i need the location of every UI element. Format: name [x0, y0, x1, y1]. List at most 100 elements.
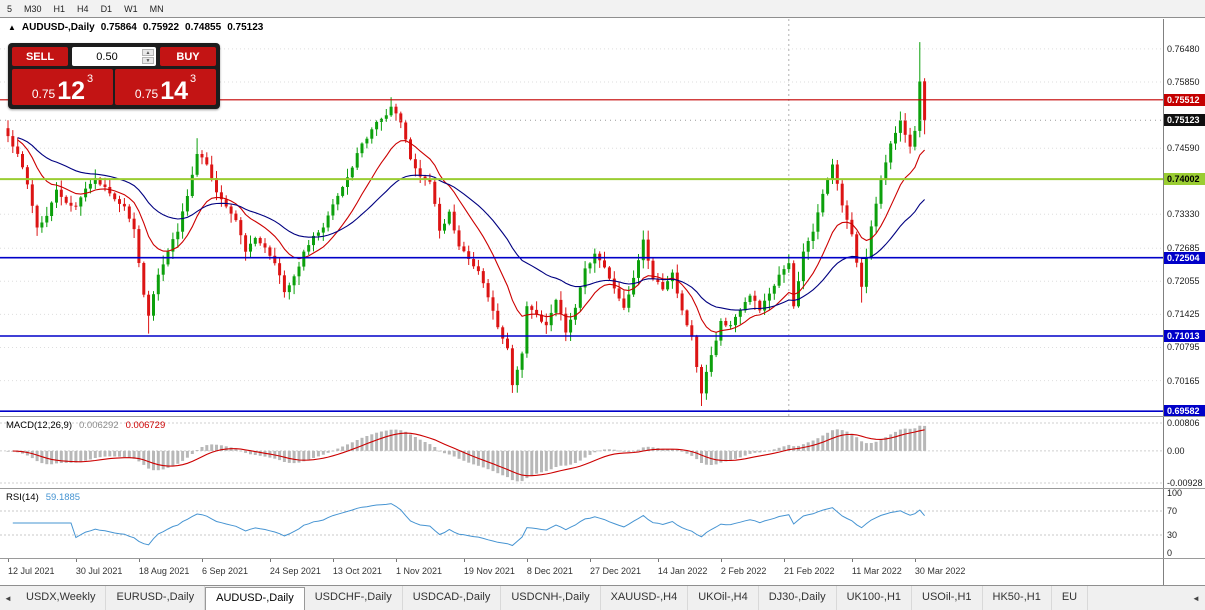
- date-axis-label: 11 Mar 2022: [851, 566, 902, 576]
- date-tick: [332, 559, 334, 562]
- date-tick: [590, 559, 591, 562]
- sell-price-point: 3: [87, 73, 94, 85]
- tab-uk100-h1[interactable]: UK100-,H1: [837, 586, 913, 610]
- macd-axis-label: 0.00: [1167, 445, 1185, 456]
- date-axis-label: 12 Jul 2021: [8, 566, 55, 576]
- price-chart[interactable]: [0, 19, 1163, 416]
- volume-spinner: ▲ ▼: [142, 49, 154, 64]
- sell-price-box[interactable]: 0.75 12 3: [12, 69, 113, 105]
- tab-usdchf-daily[interactable]: USDCHF-,Daily: [305, 586, 403, 610]
- rsi-label-row: RSI(14) 59.1885: [6, 492, 80, 503]
- chart-symbol-label: AUDUSD-,Daily: [21, 22, 95, 33]
- tabs-scroll-right-icon[interactable]: ◄: [1187, 587, 1205, 610]
- tab-usdcad-daily[interactable]: USDCAD-,Daily: [403, 586, 502, 610]
- date-tick: [269, 559, 271, 562]
- one-click-trading-panel: SELL ▲ ▼ BUY 0.75 12 3 0.75 14 3: [8, 43, 220, 109]
- buy-price-pips: 14: [160, 77, 189, 105]
- tab-xauusd-h4[interactable]: XAUUSD-,H4: [601, 586, 689, 610]
- price-axis-label: 0.70165: [1167, 375, 1200, 386]
- macd-name-label: MACD(12,26,9): [6, 420, 72, 431]
- volume-field: ▲ ▼: [72, 47, 156, 66]
- tab-dj30-daily[interactable]: DJ30-,Daily: [759, 586, 837, 610]
- sell-button[interactable]: SELL: [12, 47, 68, 66]
- volume-up-icon[interactable]: ▲: [142, 49, 154, 56]
- rsi-axis-label: 100: [1167, 488, 1183, 498]
- price-axis-label: 0.74590: [1167, 143, 1200, 154]
- one-click-panel-toggle-icon[interactable]: ▲: [8, 23, 16, 32]
- date-axis-label: 1 Nov 2021: [396, 566, 443, 576]
- lime-line-tag: 0.74002: [1164, 173, 1205, 186]
- date-tick: [463, 559, 465, 562]
- ohlc-high: 0.75922: [142, 22, 180, 33]
- timeframe-button-w1[interactable]: W1: [124, 3, 138, 14]
- rsi-value: 59.1885: [45, 492, 81, 503]
- tab-audusd-daily[interactable]: AUDUSD-,Daily: [205, 587, 305, 610]
- timeframe-button-m30[interactable]: M30: [24, 3, 42, 14]
- macd-label-row: MACD(12,26,9) 0.006292 0.006729: [6, 420, 165, 431]
- tab-usdx-weekly[interactable]: USDX,Weekly: [16, 586, 107, 610]
- date-tick: [396, 559, 397, 562]
- date-axis-label: 30 Mar 2022: [914, 566, 966, 576]
- date-tick: [784, 559, 785, 562]
- resistance-line-tag: 0.75512: [1164, 93, 1205, 106]
- date-axis-label: 21 Feb 2022: [784, 566, 835, 576]
- date-axis[interactable]: 12 Jul 2021 30 Jul 2021 18 Aug 2021 6 Sep 2…: [0, 559, 1163, 585]
- pane-separator-rsi[interactable]: [0, 488, 1205, 489]
- tab-usoil-h1[interactable]: USOil-,H1: [912, 586, 983, 610]
- buy-button[interactable]: BUY: [160, 47, 216, 66]
- macd-main-value: 0.006292: [79, 420, 119, 431]
- date-tick: [202, 559, 203, 562]
- sell-price-base: 0.75: [31, 87, 56, 101]
- rsi-indicator-pane[interactable]: [0, 489, 1163, 558]
- timeframe-button-d1[interactable]: D1: [100, 3, 113, 14]
- price-axis-label: 0.75850: [1167, 77, 1200, 88]
- macd-indicator-pane[interactable]: [0, 417, 1163, 488]
- price-axis-label: 0.72055: [1167, 276, 1200, 287]
- rsi-axis-label: 70: [1167, 506, 1178, 516]
- volume-input[interactable]: [72, 50, 156, 63]
- tab-ukoil-h4[interactable]: UKOil-,H4: [688, 586, 759, 610]
- price-axis[interactable]: [1163, 19, 1205, 585]
- rsi-name-label: RSI(14): [6, 492, 39, 503]
- tab-eurusd-daily[interactable]: EURUSD-,Daily: [106, 586, 206, 610]
- date-tick: [720, 559, 722, 562]
- date-tick: [75, 559, 77, 562]
- ohlc-low: 0.74855: [185, 22, 222, 33]
- price-axis-label: 0.70795: [1167, 342, 1200, 353]
- timeframe-button-mn[interactable]: MN: [149, 3, 164, 14]
- date-axis-label: 30 Jul 2021: [75, 566, 123, 576]
- buy-price-box[interactable]: 0.75 14 3: [115, 69, 216, 105]
- chart-title: ▲ AUDUSD-,Daily 0.75864 0.75922 0.74855 …: [8, 22, 263, 33]
- tab-eu[interactable]: EU: [1052, 586, 1089, 610]
- price-axis-label: 0.76480: [1167, 43, 1200, 54]
- date-axis-label: 8 Dec 2021: [526, 566, 573, 576]
- timeframe-button-h4[interactable]: H4: [77, 3, 89, 14]
- buy-price-point: 3: [190, 73, 197, 85]
- buy-price-base: 0.75: [134, 87, 159, 101]
- date-tick: [526, 559, 528, 562]
- date-tick: [851, 559, 853, 562]
- date-tick: [914, 559, 916, 562]
- date-axis-label: 18 Aug 2021: [138, 566, 190, 576]
- volume-down-icon[interactable]: ▼: [142, 57, 154, 64]
- tab-usdcnh-daily[interactable]: USDCNH-,Daily: [501, 586, 601, 610]
- tab-hk50-h1[interactable]: HK50-,H1: [983, 586, 1052, 610]
- sell-price-pips: 12: [57, 77, 86, 105]
- timeframe-button-5[interactable]: 5: [7, 3, 13, 14]
- date-axis-label: 6 Sep 2021: [202, 566, 249, 576]
- macd-signal-value: 0.006729: [125, 420, 166, 431]
- macd-axis-label: -0.00928: [1167, 478, 1203, 488]
- pane-separator-macd[interactable]: [0, 416, 1205, 417]
- date-tick: [138, 559, 140, 562]
- blue-line-tag-2: 0.71013: [1164, 330, 1205, 343]
- timeframe-toolbar: 5 M30 H1 H4 D1 W1 MN: [0, 0, 1205, 18]
- blue-line-tag-3: 0.69582: [1164, 405, 1205, 418]
- pane-separator-bottom: [0, 558, 1205, 559]
- tabs-scroll-left-icon[interactable]: ◄: [4, 593, 12, 603]
- price-axis-label: 0.72685: [1167, 243, 1200, 254]
- timeframe-button-h1[interactable]: H1: [53, 3, 66, 14]
- rsi-axis-label: 0: [1167, 548, 1173, 558]
- date-axis-label: 19 Nov 2021: [463, 566, 515, 576]
- ohlc-close: 0.75123: [227, 22, 264, 33]
